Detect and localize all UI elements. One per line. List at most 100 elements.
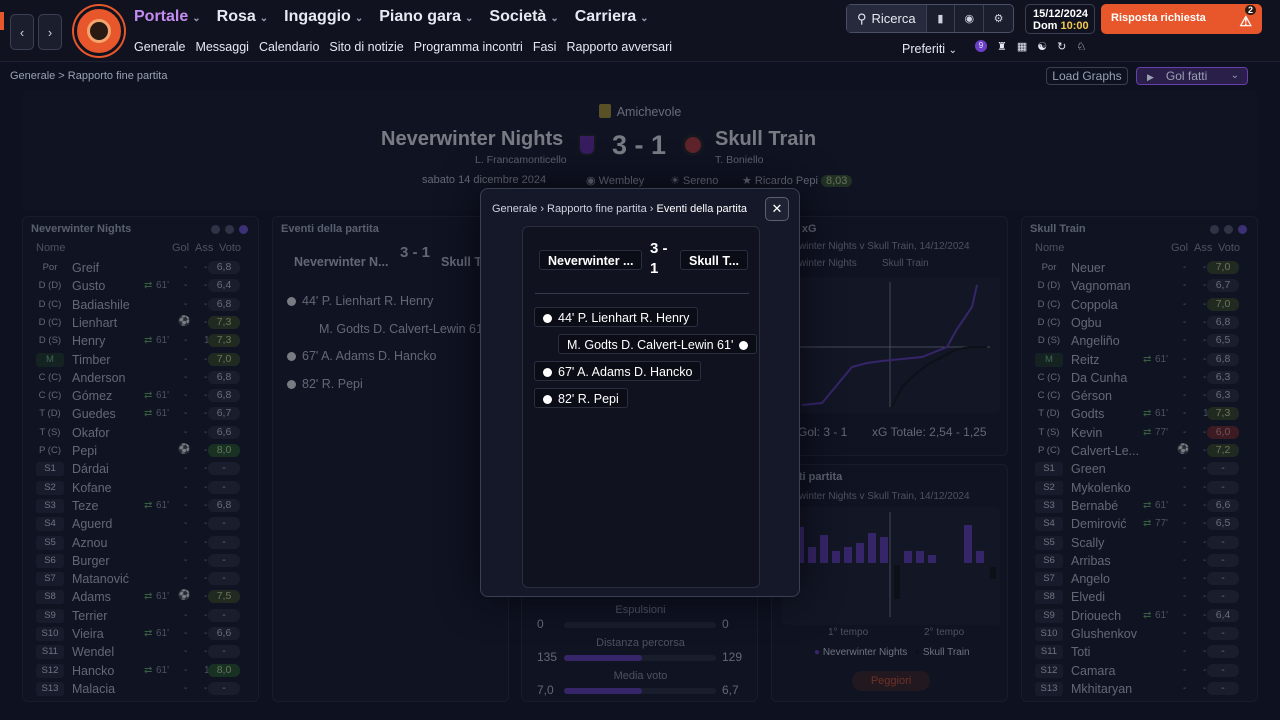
panel-dots[interactable]	[1210, 225, 1247, 234]
venue[interactable]: ◉ Wembley	[586, 175, 645, 187]
player-row[interactable]: P (C) Calvert-Le... ⚽ -7,2	[1035, 442, 1249, 460]
player-row[interactable]: S1 Dárdai - - -	[36, 460, 250, 478]
tactics-icon[interactable]: ▦	[1016, 41, 1028, 53]
player-row[interactable]: S8 Elvedi - - -	[1035, 588, 1249, 606]
highlights-dropdown[interactable]: ▶ Gol fatti ⌄	[1136, 67, 1248, 85]
player-row[interactable]: C (C) Anderson - -6,8	[36, 369, 250, 387]
menu-ingaggio[interactable]: Ingaggio ⌄	[284, 8, 364, 25]
player-row[interactable]: C (C) Gómez ⇄ 61' - -6,8	[36, 387, 250, 405]
refresh-icon[interactable]: ↻	[1057, 41, 1067, 53]
player-row[interactable]: S1 Green - - -	[1035, 460, 1249, 478]
modal-home-team[interactable]: Neverwinter ...	[539, 250, 643, 270]
submenu-item[interactable]: Generale	[134, 40, 186, 54]
player-row[interactable]: D (C) Lienhart ⚽ -7,3	[36, 314, 250, 332]
player-row[interactable]: S7 Matanović - - -	[36, 570, 250, 588]
event-item[interactable]: 44' P. Lienhart R. Henry	[287, 294, 433, 308]
player-row[interactable]: M Timber - -7,0	[36, 351, 250, 369]
player-row[interactable]: S7 Angelo - - -	[1035, 570, 1249, 588]
modal-event[interactable]: 82' R. Pepi	[534, 388, 628, 408]
player-row[interactable]: S12 Hancko ⇄ 61' - 1 8,0	[36, 662, 250, 680]
player-row[interactable]: S3 Teze ⇄ 61' - -6,8	[36, 497, 250, 515]
player-row[interactable]: S6 Burger - - -	[36, 552, 250, 570]
player-row[interactable]: Por Greif - -6,8	[36, 259, 250, 277]
continue-button[interactable]: Risposta richiesta 2 ⚠	[1101, 4, 1262, 34]
player-row[interactable]: S2 Mykolenko - - -	[1035, 479, 1249, 497]
player-of-match[interactable]: ★ Ricardo Pepi 8,03	[742, 174, 853, 187]
submenu-item[interactable]: Sito di notizie	[329, 40, 404, 54]
player-row[interactable]: D (S) Henry ⇄ 61' - 1 7,3	[36, 332, 250, 350]
player-row[interactable]: S13 Malacia - - -	[36, 680, 250, 698]
player-row[interactable]: S9 Driouech ⇄ 61' - -6,4	[1035, 607, 1249, 625]
home-manager[interactable]: L. Francamonticello	[475, 154, 567, 166]
player-row[interactable]: S11 Toti - - -	[1035, 643, 1249, 661]
club-logo[interactable]	[74, 6, 124, 56]
menu-carriera[interactable]: Carriera ⌄	[574, 8, 649, 25]
submenu-item[interactable]: Calendario	[258, 40, 320, 54]
modal-event[interactable]: 67' A. Adams D. Hancko	[534, 361, 702, 381]
player-row[interactable]: S5 Scally - - -	[1035, 534, 1249, 552]
player-row[interactable]: S4 Aguerd - - -	[36, 515, 250, 533]
player-row[interactable]: C (C) Da Cunha - -6,3	[1035, 369, 1249, 387]
away-team-name[interactable]: Skull Train	[715, 128, 817, 150]
home-team-name[interactable]: Neverwinter Nights	[381, 128, 564, 150]
away-manager[interactable]: T. Boniello	[715, 154, 764, 166]
player-row[interactable]: D (S) Angeliño - -6,5	[1035, 332, 1249, 350]
player-row[interactable]: C (C) Gérson - -6,3	[1035, 387, 1249, 405]
close-button[interactable]: ✕	[765, 197, 789, 221]
player-row[interactable]: S10 Glushenkov - - -	[1035, 625, 1249, 643]
modal-event[interactable]: M. Godts D. Calvert-Lewin 61'	[558, 334, 758, 354]
search-button[interactable]: ⚲ Ricerca	[847, 5, 927, 32]
game-date[interactable]: 15/12/2024 Dom 10:00	[1025, 4, 1095, 34]
player-row[interactable]: S9 Terrier - - -	[36, 607, 250, 625]
modal-event[interactable]: 44' P. Lienhart R. Henry	[534, 307, 699, 327]
player-row[interactable]: M Reitz ⇄ 61' - -6,8	[1035, 351, 1249, 369]
player-row[interactable]: T (S) Okafor - -6,6	[36, 424, 250, 442]
submenu-item[interactable]: Programma incontri	[413, 40, 523, 54]
shirt-icon[interactable]: ♜	[997, 41, 1007, 53]
event-item[interactable]: M. Godts D. Calvert-Lewin 61'	[319, 322, 486, 336]
modal-away-team[interactable]: Skull T...	[680, 250, 749, 270]
player-row[interactable]: D (C) Ogbu - -6,8	[1035, 314, 1249, 332]
globe-icon[interactable]: ◉	[955, 5, 985, 32]
player-row[interactable]: S2 Kofane - - -	[36, 479, 250, 497]
submenu-item[interactable]: Fasi	[532, 40, 557, 54]
forward-button[interactable]: ›	[38, 14, 62, 50]
player-row[interactable]: S4 Demirović ⇄ 77' - -6,5	[1035, 515, 1249, 533]
player-row[interactable]: S8 Adams ⇄ 61' ⚽ -7,5	[36, 588, 250, 606]
breadcrumb[interactable]: Generale > Rapporto fine partita	[10, 70, 168, 82]
inbox-icon[interactable]: 9	[975, 40, 987, 52]
submenu-item[interactable]: Rapporto avversari	[566, 40, 673, 54]
menu-pianogara[interactable]: Piano gara ⌄	[379, 8, 474, 25]
event-item[interactable]: 67' A. Adams D. Hancko	[287, 349, 436, 363]
player-row[interactable]: D (C) Badiashile - -6,8	[36, 296, 250, 314]
event-item[interactable]: 82' R. Pepi	[287, 377, 363, 391]
player-row[interactable]: D (C) Coppola - -7,0	[1035, 296, 1249, 314]
menu-societ[interactable]: Società ⌄	[489, 8, 559, 25]
gear-icon[interactable]: ⚙	[993, 13, 1004, 25]
player-row[interactable]: S6 Arribas - - -	[1035, 552, 1249, 570]
player-row[interactable]: T (D) Guedes ⇄ 61' - -6,7	[36, 405, 250, 423]
worst-button[interactable]: Peggiori	[852, 671, 930, 691]
panel-dots[interactable]	[211, 225, 248, 234]
player-row[interactable]: P (C) Pepi ⚽ -8,0	[36, 442, 250, 460]
player-row[interactable]: S11 Wendel - - -	[36, 643, 250, 661]
player-row[interactable]: S12 Camara - - -	[1035, 662, 1249, 680]
player-row[interactable]: S5 Aznou - - -	[36, 534, 250, 552]
trophy-icon[interactable]: ♘	[1076, 41, 1087, 53]
menu-portale[interactable]: Portale ⌄	[134, 8, 201, 25]
player-row[interactable]: S3 Bernabé ⇄ 61' - -6,6	[1035, 497, 1249, 515]
favorites-dropdown[interactable]: Preferiti ⌄	[902, 42, 957, 56]
player-row[interactable]: T (S) Kevin ⇄ 77' - -6,0	[1035, 424, 1249, 442]
player-row[interactable]: D (D) Vagnoman - -6,7	[1035, 277, 1249, 295]
player-row[interactable]: S13 Mkhitaryan - - -	[1035, 680, 1249, 698]
player-row[interactable]: D (D) Gusto ⇄ 61' - -6,4	[36, 277, 250, 295]
player-row[interactable]: T (D) Godts ⇄ 61' - 1 7,3	[1035, 405, 1249, 423]
load-graphs-button[interactable]: Load Graphs	[1046, 67, 1128, 85]
back-button[interactable]: ‹	[10, 14, 34, 50]
player-row[interactable]: S10 Vieira ⇄ 61' - -6,6	[36, 625, 250, 643]
submenu-item[interactable]: Messaggi	[195, 40, 249, 54]
bookmark-icon[interactable]: ▮	[927, 5, 956, 32]
training-icon[interactable]: ☯	[1037, 41, 1048, 53]
player-row[interactable]: Por Neuer - -7,0	[1035, 259, 1249, 277]
menu-rosa[interactable]: Rosa ⌄	[216, 8, 269, 25]
